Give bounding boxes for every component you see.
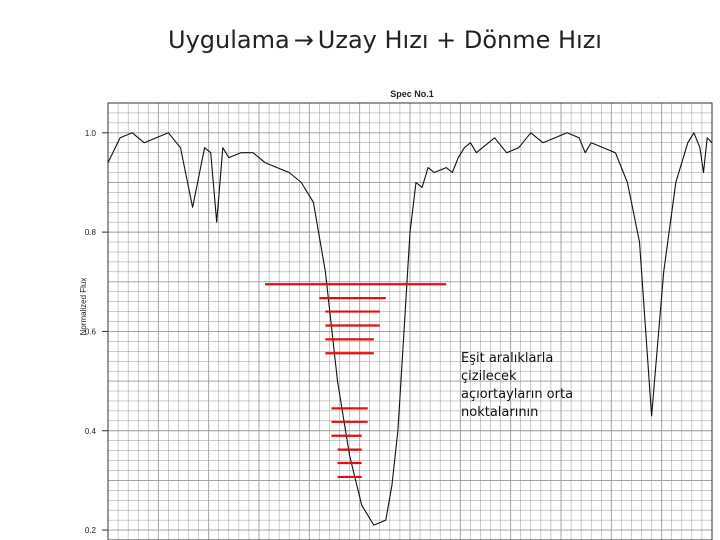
y-tick-label: 0.2 xyxy=(85,526,97,535)
y-tick-label: 0.4 xyxy=(85,427,97,436)
y-axis-label: Normalized Flux xyxy=(79,278,88,336)
spectrum-line xyxy=(107,132,713,526)
annotation-line-4: noktalarının xyxy=(461,405,539,420)
annotation-note: Eşit aralıklarla çizilecek açıortayların… xyxy=(461,350,611,422)
y-tick-label: 0.6 xyxy=(85,327,97,336)
y-tick-label: 0.8 xyxy=(85,228,97,237)
annotation-line-1: Eşit aralıklarla xyxy=(461,351,554,366)
annotation-line-2: çizilecek xyxy=(461,369,517,384)
title-right: Uzay Hızı + Dönme Hızı xyxy=(317,26,602,54)
y-tick-label: 1.0 xyxy=(85,129,97,138)
title-left: Uygulama xyxy=(168,26,290,54)
arrow-right-icon: → xyxy=(293,26,314,54)
plot-frame xyxy=(107,102,713,540)
annotation-line-3: açıortayların orta xyxy=(461,387,574,402)
slide-title: Uygulama → Uzay Hızı + Dönme Hızı xyxy=(0,26,720,54)
chart-title: Spec No.1 xyxy=(390,89,434,99)
